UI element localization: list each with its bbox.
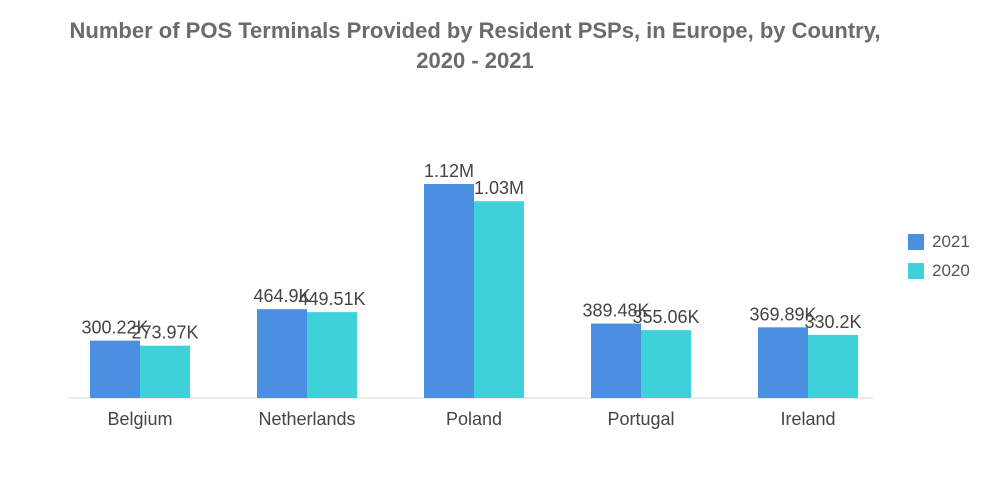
- x-tick-label-poland: Poland: [446, 409, 502, 429]
- data-label-poland-2020: 1.03M: [474, 178, 524, 198]
- bar-ireland-2021: [758, 327, 808, 398]
- data-label-poland-2021: 1.12M: [424, 161, 474, 181]
- legend-label-2020: 2020: [932, 261, 970, 280]
- legend-label-2021: 2021: [932, 232, 970, 251]
- data-label-belgium-2020: 273.97K: [131, 323, 198, 343]
- data-label-portugal-2021: 389.48K: [582, 301, 649, 321]
- bar-belgium-2020: [140, 345, 190, 398]
- data-label-belgium-2021: 300.22K: [81, 318, 148, 338]
- chart-title: Number of POS Terminals Provided by Resi…: [0, 16, 950, 76]
- bar-netherlands-2020: [307, 312, 357, 398]
- x-tick-label-belgium: Belgium: [107, 409, 172, 429]
- bars-layer: [90, 184, 858, 398]
- data-label-ireland-2020: 330.2K: [804, 312, 861, 332]
- data-label-netherlands-2021: 464.9K: [253, 286, 310, 306]
- data-label-portugal-2020: 355.06K: [632, 307, 699, 327]
- bar-poland-2020: [474, 201, 524, 398]
- chart-title-line: Number of POS Terminals Provided by Resi…: [69, 18, 881, 43]
- legend-swatch-2020: [908, 263, 924, 279]
- legend-swatch-2021: [908, 234, 924, 250]
- legend: 2021 2020: [908, 232, 970, 291]
- legend-item-2020: 2020: [908, 261, 970, 280]
- bar-ireland-2020: [808, 334, 858, 398]
- x-tick-labels-layer: Belgium Netherlands Poland Portugal Ireland: [107, 409, 835, 429]
- legend-item-2021: 2021: [908, 232, 970, 251]
- x-tick-label-netherlands: Netherlands: [258, 409, 355, 429]
- bar-poland-2021: [424, 184, 474, 398]
- bar-netherlands-2021: [257, 309, 307, 398]
- bar-belgium-2021: [90, 340, 140, 398]
- x-tick-label-portugal: Portugal: [607, 409, 674, 429]
- x-tick-label-ireland: Ireland: [780, 409, 835, 429]
- bar-portugal-2020: [641, 330, 691, 398]
- bar-portugal-2021: [591, 323, 641, 398]
- data-label-netherlands-2020: 449.51K: [298, 289, 365, 309]
- chart-subtitle: 2020 - 2021: [416, 48, 534, 73]
- data-label-ireland-2021: 369.89K: [749, 304, 816, 324]
